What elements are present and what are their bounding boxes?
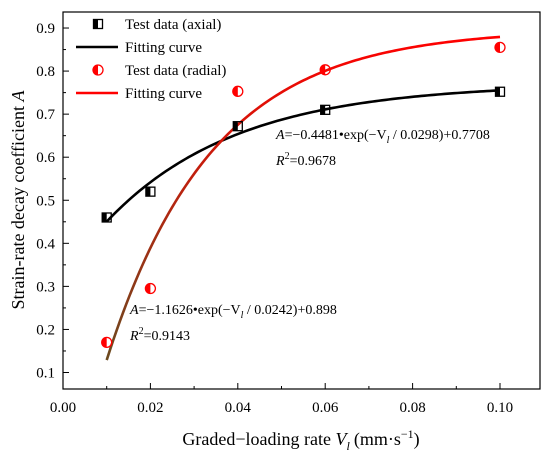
- marker-outline: [232, 121, 243, 132]
- data-point-radial: [319, 64, 331, 76]
- marker-outline: [494, 41, 506, 54]
- x-tick-label: 0.06: [312, 400, 339, 416]
- data-point-radial: [232, 85, 244, 97]
- x-tick-label: 0.04: [225, 400, 252, 416]
- legend-label: Test data (radial): [125, 63, 226, 79]
- marker-outline: [144, 282, 157, 295]
- marker-outline: [101, 212, 112, 223]
- x-axis: 0.00 0.02 0.04 0.06 0.08 0.10: [50, 383, 513, 416]
- fit-curve-3: [105, 35, 501, 361]
- marker-outline: [232, 85, 244, 97]
- data-point-axial: [232, 121, 243, 132]
- data-point-axial: [320, 104, 331, 115]
- annotation-radial-r2: R2=0.9143: [129, 326, 190, 344]
- annotation-axial-r2: R2=0.9678: [275, 151, 336, 169]
- x-tick-label: 0.02: [137, 400, 163, 416]
- data-point-axial: [145, 186, 156, 197]
- legend-label: Fitting curve: [125, 86, 202, 102]
- y-tick-label: 0.6: [36, 150, 55, 166]
- marker-fill: [93, 19, 98, 29]
- marker-fill: [233, 121, 238, 131]
- y-tick-label: 0.5: [36, 193, 55, 209]
- data-point-radial: [101, 336, 113, 349]
- legend: Test data (axial) Fitting curve Test data …: [76, 17, 226, 102]
- y-tick-label: 0.3: [36, 279, 55, 295]
- x-tick-label: 0.10: [487, 400, 513, 416]
- fit-curves: [105, 35, 501, 361]
- marker-fill: [102, 212, 107, 222]
- y-tick-label: 0.4: [36, 236, 55, 252]
- y-axis-title: Strain-rate decay coefficient A: [8, 89, 28, 309]
- marker-fill: [320, 105, 326, 115]
- x-tick-label: 0.00: [50, 400, 76, 416]
- marker-outline: [319, 64, 331, 76]
- y-tick-label: 0.9: [36, 21, 55, 37]
- data-point-radial: [144, 282, 157, 295]
- annotation-axial-equation: A=−0.4481•exp(−Vl / 0.0298)+0.7708: [275, 128, 490, 146]
- data-point-axial: [101, 212, 112, 223]
- marker-outline: [494, 86, 506, 97]
- y-tick-label: 0.7: [36, 107, 55, 123]
- marker-outline: [92, 64, 104, 76]
- marker-fill: [145, 187, 151, 197]
- y-tick-label: 0.1: [36, 366, 55, 382]
- marker-fill: [495, 87, 500, 97]
- data-point-axial: [494, 86, 506, 97]
- x-tick-label: 0.08: [399, 400, 425, 416]
- fit-curve-1: [105, 89, 501, 223]
- data-markers: [101, 41, 506, 349]
- legend-marker-radial: [92, 64, 104, 76]
- legend-marker-axial: [92, 18, 104, 30]
- y-tick-label: 0.2: [36, 322, 55, 338]
- data-point-radial: [494, 41, 506, 54]
- marker-outline: [101, 336, 113, 349]
- y-axis: 0.1 0.2 0.3 0.4 0.5 0.6 0.7 0.8 0.9: [36, 21, 69, 382]
- marker-outline: [320, 104, 331, 115]
- marker-outline: [92, 18, 104, 30]
- legend-label: Test data (axial): [125, 17, 221, 33]
- x-axis-title: Graded−loading rate Vl (mm·s−1): [182, 427, 419, 453]
- annotation-radial-equation: A=−1.1626•exp(−Vl / 0.0242)+0.898: [129, 303, 337, 321]
- y-tick-label: 0.8: [36, 64, 55, 80]
- legend-label: Fitting curve: [125, 40, 202, 56]
- marker-outline: [145, 186, 156, 197]
